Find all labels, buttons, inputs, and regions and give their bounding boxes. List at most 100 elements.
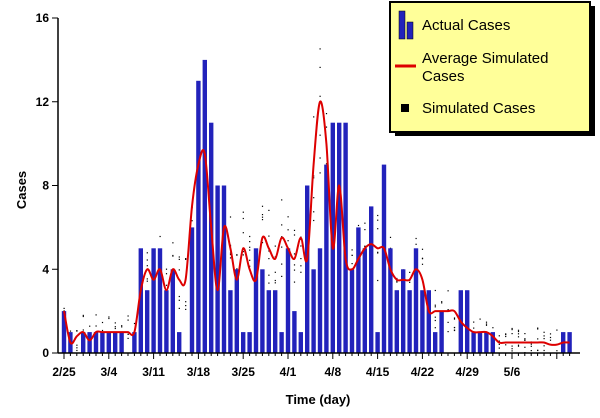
- simulated-dot: [236, 254, 238, 256]
- simulated-dot: [530, 343, 532, 345]
- simulated-dot: [511, 327, 513, 330]
- simulated-dot: [364, 222, 366, 224]
- simulated-dot: [146, 280, 148, 282]
- simulated-dot: [524, 339, 526, 341]
- bar: [87, 332, 92, 353]
- simulated-dot: [453, 317, 456, 319]
- simulated-dot: [127, 319, 129, 321]
- bar: [61, 311, 67, 353]
- bar: [362, 248, 367, 353]
- simulated-dot: [287, 229, 289, 231]
- simulated-dot: [191, 220, 193, 222]
- simulated-dot: [377, 228, 379, 230]
- simulated-dot: [185, 305, 187, 307]
- legend: Actual Cases Average Simulated Cases Sim…: [389, 1, 595, 136]
- simulated-dot: [63, 310, 65, 312]
- legend-simulated-label: Simulated Cases: [422, 100, 535, 117]
- simulated-dot: [261, 219, 264, 221]
- x-tick-label: 3/18: [187, 365, 211, 379]
- simulated-dot: [505, 334, 507, 336]
- simulated-dot: [165, 268, 168, 270]
- simulated-dot: [121, 325, 123, 327]
- legend-box: [389, 1, 591, 133]
- bar: [439, 311, 444, 353]
- simulated-dot: [485, 321, 488, 323]
- simulated-dot: [236, 268, 238, 270]
- simulated-dot: [377, 214, 379, 217]
- simulated-dot: [281, 224, 283, 226]
- actual-cases-bars: [61, 59, 572, 354]
- simulated-dot: [319, 134, 321, 136]
- simulated-dot: [313, 219, 315, 222]
- simulated-dot: [447, 321, 449, 323]
- simulated-dot: [511, 333, 513, 335]
- bar: [343, 122, 348, 353]
- bar: [253, 248, 259, 353]
- simulated-dot: [325, 113, 328, 115]
- x-tick-label: 4/22: [411, 365, 435, 379]
- simulated-dot: [146, 252, 148, 254]
- bar: [189, 227, 195, 353]
- legend-simulated-swatch: [401, 104, 409, 112]
- legend-actual-label: Actual Cases: [422, 17, 510, 34]
- simulated-dot: [485, 324, 488, 326]
- bar: [228, 290, 233, 353]
- bar: [170, 269, 175, 354]
- simulated-dot: [409, 281, 411, 283]
- simulated-dot: [268, 274, 270, 276]
- bar: [157, 248, 163, 353]
- simulated-dot: [114, 326, 116, 328]
- simulated-dot: [185, 258, 187, 260]
- simulated-dot: [63, 307, 65, 309]
- simulated-dot: [249, 246, 251, 248]
- simulated-dot: [524, 333, 526, 335]
- simulated-dot: [453, 318, 456, 320]
- legend-average-label: Average Simulated Cases: [422, 50, 549, 85]
- simulated-dot: [159, 235, 161, 238]
- simulated-dot: [242, 211, 244, 213]
- simulated-dot: [434, 316, 436, 318]
- bar: [113, 332, 118, 353]
- bar: [266, 290, 271, 353]
- bar: [196, 80, 201, 354]
- simulated-dot: [127, 337, 129, 339]
- bar: [279, 332, 284, 353]
- simulated-dot: [415, 237, 417, 240]
- bar: [490, 332, 495, 353]
- simulated-dot: [76, 349, 78, 352]
- bar: [202, 59, 207, 354]
- bar: [305, 185, 310, 353]
- simulated-dot: [268, 282, 270, 284]
- bar: [356, 227, 361, 353]
- simulated-dot: [543, 331, 545, 333]
- bar: [151, 248, 156, 353]
- x-tick-label: 3/11: [142, 365, 165, 379]
- simulated-dot: [549, 333, 552, 335]
- simulated-dot: [473, 327, 475, 329]
- simulated-dot: [178, 299, 180, 301]
- simulated-dot: [121, 326, 123, 328]
- simulated-dot: [524, 346, 526, 348]
- simulated-dot: [95, 325, 97, 327]
- simulated-dot: [89, 325, 91, 327]
- simulated-dot: [389, 236, 392, 238]
- simulated-dot: [300, 245, 302, 247]
- simulated-dot: [434, 319, 436, 322]
- simulated-dot: [293, 281, 296, 283]
- simulated-dot: [261, 242, 264, 244]
- simulated-dot: [357, 224, 360, 227]
- x-tick-label: 3/25: [232, 365, 256, 379]
- simulated-dot: [293, 234, 296, 236]
- bar: [337, 122, 342, 353]
- simulated-dot: [178, 307, 180, 309]
- simulated-dot: [549, 339, 552, 341]
- simulated-dot: [229, 253, 232, 256]
- simulated-dot: [421, 248, 424, 250]
- simulated-dot: [82, 329, 84, 331]
- simulated-dot: [434, 304, 436, 306]
- simulated-dot: [281, 246, 283, 248]
- simulated-dot: [172, 242, 174, 244]
- simulated-dot: [325, 126, 328, 128]
- simulated-dot: [511, 348, 513, 350]
- simulated-dot: [293, 269, 296, 271]
